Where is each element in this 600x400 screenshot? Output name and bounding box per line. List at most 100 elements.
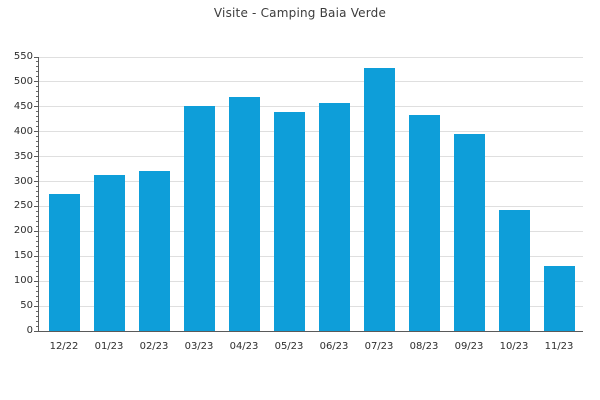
y-axis-minor-tick bbox=[36, 250, 38, 252]
y-axis-major-tick bbox=[34, 181, 38, 183]
y-axis-minor-tick bbox=[36, 315, 38, 317]
y-axis-major-tick bbox=[34, 156, 38, 158]
bar bbox=[408, 115, 440, 331]
bar bbox=[363, 67, 395, 331]
x-tick-label: 06/23 bbox=[319, 341, 349, 352]
y-axis-minor-tick bbox=[36, 126, 38, 128]
bar bbox=[453, 133, 485, 331]
y-axis-minor-tick bbox=[36, 225, 38, 227]
y-axis-minor-tick bbox=[36, 195, 38, 197]
gridline bbox=[39, 106, 583, 108]
y-axis-major-tick bbox=[34, 330, 38, 332]
x-tick-label: 12/22 bbox=[49, 341, 79, 352]
y-tick-label: 350 bbox=[13, 150, 33, 162]
y-axis-minor-tick bbox=[36, 290, 38, 292]
bar bbox=[273, 112, 305, 331]
y-tick-label: 450 bbox=[13, 100, 33, 112]
y-tick-label: 500 bbox=[13, 75, 33, 87]
gridline bbox=[39, 230, 583, 232]
y-axis-minor-tick bbox=[36, 285, 38, 287]
bar bbox=[543, 266, 575, 331]
x-tick-label: 10/23 bbox=[499, 341, 529, 352]
y-axis-minor-tick bbox=[36, 295, 38, 297]
y-axis-minor-tick bbox=[36, 101, 38, 103]
y-axis-minor-tick bbox=[36, 166, 38, 168]
y-axis-minor-tick bbox=[36, 260, 38, 262]
y-axis-minor-tick bbox=[36, 116, 38, 118]
y-axis-minor-tick bbox=[36, 176, 38, 178]
y-axis-minor-tick bbox=[36, 320, 38, 322]
y-tick-label: 300 bbox=[13, 175, 33, 187]
bar bbox=[48, 194, 80, 331]
y-axis-minor-tick bbox=[36, 86, 38, 88]
y-axis-minor-tick bbox=[36, 191, 38, 192]
y-axis-minor-tick bbox=[36, 76, 38, 78]
y-axis-minor-tick bbox=[36, 96, 38, 98]
x-tick-label: 03/23 bbox=[184, 341, 214, 352]
x-tick-label: 05/23 bbox=[274, 341, 304, 352]
y-axis-minor-tick bbox=[36, 210, 38, 212]
y-axis-minor-tick bbox=[36, 220, 38, 222]
y-axis-minor-tick bbox=[36, 275, 38, 277]
x-tick-label: 01/23 bbox=[94, 341, 124, 352]
x-tick-label: 04/23 bbox=[229, 341, 259, 352]
gridline bbox=[39, 305, 583, 307]
y-axis-minor-tick bbox=[36, 215, 38, 217]
bar bbox=[228, 96, 260, 331]
y-axis-minor-tick bbox=[36, 300, 38, 302]
y-axis-minor-tick bbox=[36, 270, 38, 272]
bar bbox=[498, 210, 530, 331]
y-axis-minor-tick bbox=[36, 245, 38, 247]
y-axis-minor-tick bbox=[36, 146, 38, 148]
y-axis-minor-tick bbox=[36, 141, 38, 143]
y-axis-minor-tick bbox=[36, 66, 38, 68]
gridline bbox=[39, 205, 583, 207]
y-tick-label: 400 bbox=[13, 125, 33, 137]
bar bbox=[183, 106, 215, 331]
x-tick-label: 07/23 bbox=[364, 341, 394, 352]
y-axis-minor-tick bbox=[36, 171, 38, 173]
gridline bbox=[39, 131, 583, 133]
chart-title: Visite - Camping Baia Verde bbox=[213, 6, 387, 20]
y-tick-label: 250 bbox=[13, 200, 33, 212]
bar bbox=[93, 175, 125, 331]
y-axis-minor-tick bbox=[36, 240, 38, 242]
y-tick-label: 100 bbox=[13, 275, 33, 287]
y-axis-minor-tick bbox=[36, 151, 38, 153]
x-tick-label: 08/23 bbox=[409, 341, 439, 352]
y-axis-minor-tick bbox=[36, 235, 38, 237]
y-axis-minor-tick bbox=[36, 91, 38, 93]
y-axis-major-tick bbox=[34, 81, 38, 83]
x-tick-label: 02/23 bbox=[139, 341, 169, 352]
gridline bbox=[39, 81, 583, 83]
gridline bbox=[39, 156, 583, 158]
y-axis-minor-tick bbox=[36, 265, 38, 267]
y-axis-minor-tick bbox=[36, 71, 38, 73]
y-tick-label: 200 bbox=[13, 225, 33, 237]
y-axis-minor-tick bbox=[36, 186, 38, 188]
y-axis-minor-tick bbox=[36, 310, 38, 312]
y-axis-minor-tick bbox=[36, 200, 38, 202]
y-tick-label: 50 bbox=[20, 300, 33, 312]
y-axis-minor-tick bbox=[36, 325, 38, 327]
gridline bbox=[39, 181, 583, 183]
bar bbox=[318, 103, 350, 331]
x-tick-label: 09/23 bbox=[454, 341, 484, 352]
plot-area: 0 50 100 150 200 250 300 350 400 450 500 550 12/22 01… bbox=[14, 51, 583, 352]
y-tick-label: 0 bbox=[26, 325, 33, 336]
y-axis-minor-tick bbox=[36, 121, 38, 123]
y-axis-major-tick bbox=[34, 56, 38, 58]
y-axis-minor-tick bbox=[36, 136, 38, 138]
y-axis-major-tick bbox=[34, 131, 38, 133]
y-axis-minor-tick bbox=[36, 61, 38, 63]
gridline bbox=[39, 280, 583, 282]
y-tick-label: 150 bbox=[13, 250, 33, 262]
y-axis-major-tick bbox=[34, 106, 38, 108]
x-tick-label: 11/23 bbox=[544, 341, 574, 352]
bar bbox=[138, 171, 170, 331]
gridline bbox=[39, 255, 583, 257]
y-axis-major-tick bbox=[34, 230, 38, 232]
y-axis-major-tick bbox=[34, 205, 38, 207]
y-axis-major-tick bbox=[34, 280, 38, 282]
